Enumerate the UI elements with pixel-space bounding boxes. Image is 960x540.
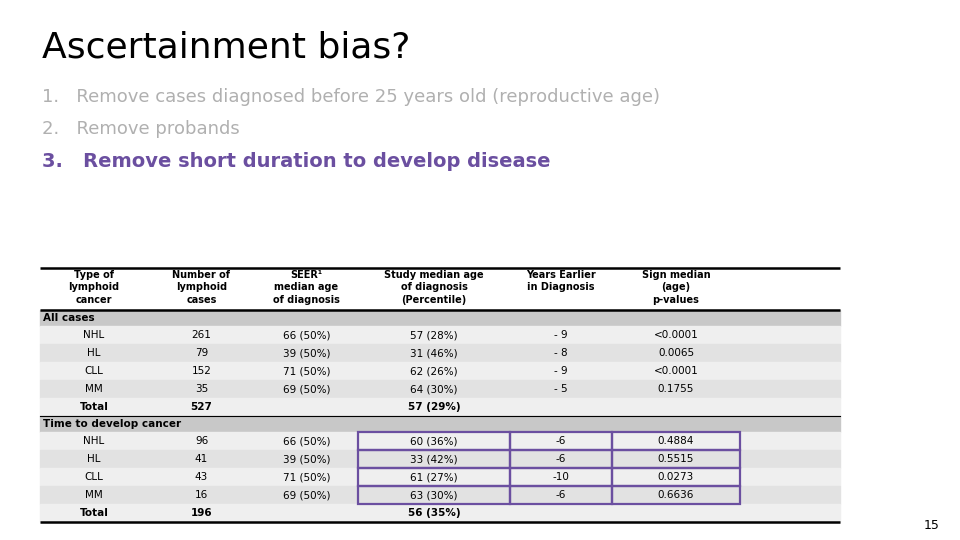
Text: CLL: CLL [84,472,104,482]
Bar [510,486,612,504]
Bar [40,398,840,416]
Text: Ascertainment bias?: Ascertainment bias? [42,30,410,64]
Text: 64 (30%): 64 (30%) [410,384,458,394]
Bar [612,486,740,504]
Text: 63 (30%): 63 (30%) [410,490,458,500]
Text: Type of
lymphoid
cancer: Type of lymphoid cancer [68,270,120,305]
Text: CLL: CLL [84,366,104,376]
Bar [510,450,612,468]
Text: 41: 41 [195,454,208,464]
Text: HL: HL [87,348,101,358]
Bar [40,468,840,486]
Text: 71 (50%): 71 (50%) [283,366,330,376]
Text: HL: HL [87,454,101,464]
Text: 39 (50%): 39 (50%) [283,454,330,464]
Text: 61 (27%): 61 (27%) [410,472,458,482]
Bar [510,468,612,486]
Bar [358,450,510,468]
Text: 16: 16 [195,490,208,500]
Bar [40,326,840,344]
Text: - 8: - 8 [554,348,567,358]
Text: - 9: - 9 [554,330,567,340]
Text: 0.0273: 0.0273 [658,472,694,482]
Text: Total: Total [80,508,108,518]
Text: 0.4884: 0.4884 [658,436,694,446]
Text: 39 (50%): 39 (50%) [283,348,330,358]
Text: 57 (28%): 57 (28%) [410,330,458,340]
Text: <0.0001: <0.0001 [654,366,698,376]
Text: 35: 35 [195,384,208,394]
Text: Years Earlier
in Diagnosis: Years Earlier in Diagnosis [526,270,596,292]
Text: Total: Total [80,402,108,412]
Text: 0.5515: 0.5515 [658,454,694,464]
Text: MM: MM [85,384,103,394]
Text: - 9: - 9 [554,366,567,376]
Text: 1.   Remove cases diagnosed before 25 years old (reproductive age): 1. Remove cases diagnosed before 25 year… [42,88,660,106]
Text: 3.   Remove short duration to develop disease: 3. Remove short duration to develop dise… [42,152,550,171]
Text: 56 (35%): 56 (35%) [408,508,460,518]
Text: - 5: - 5 [554,384,567,394]
Text: -6: -6 [556,490,566,500]
Bar [358,468,510,486]
Bar [40,380,840,398]
Text: 261: 261 [192,330,211,340]
Text: 2.   Remove probands: 2. Remove probands [42,120,240,138]
Bar [40,504,840,522]
Bar [40,432,840,450]
Text: Study median age
of diagnosis
(Percentile): Study median age of diagnosis (Percentil… [384,270,484,305]
Text: 60 (36%): 60 (36%) [410,436,458,446]
Text: 69 (50%): 69 (50%) [283,490,330,500]
Text: Number of
lymphoid
cases: Number of lymphoid cases [173,270,230,305]
Text: 152: 152 [192,366,211,376]
Text: 0.0065: 0.0065 [658,348,694,358]
Bar [40,450,840,468]
Text: 527: 527 [191,402,212,412]
Bar [612,450,740,468]
Text: 62 (26%): 62 (26%) [410,366,458,376]
Text: 66 (50%): 66 (50%) [283,436,330,446]
Bar [40,310,840,326]
Text: 69 (50%): 69 (50%) [283,384,330,394]
Text: Sign median
(age)
p-values: Sign median (age) p-values [641,270,710,305]
Text: 15: 15 [924,519,940,532]
Bar [358,486,510,504]
Bar [40,344,840,362]
Text: 43: 43 [195,472,208,482]
Text: -6: -6 [556,436,566,446]
Text: 0.1755: 0.1755 [658,384,694,394]
Text: Time to develop cancer: Time to develop cancer [43,419,181,429]
Bar [40,416,840,432]
Text: -6: -6 [556,454,566,464]
Text: 71 (50%): 71 (50%) [283,472,330,482]
Bar [40,486,840,504]
Text: 57 (29%): 57 (29%) [408,402,460,412]
Text: <0.0001: <0.0001 [654,330,698,340]
Text: 66 (50%): 66 (50%) [283,330,330,340]
Text: 0.6636: 0.6636 [658,490,694,500]
Bar [510,432,612,450]
Text: 96: 96 [195,436,208,446]
Text: NHL: NHL [84,330,105,340]
Text: NHL: NHL [84,436,105,446]
Text: -10: -10 [553,472,569,482]
Bar [358,432,510,450]
Text: 33 (42%): 33 (42%) [410,454,458,464]
Text: All cases: All cases [43,313,95,323]
Bar [612,432,740,450]
Text: SEER¹
median age
of diagnosis: SEER¹ median age of diagnosis [273,270,340,305]
Text: 31 (46%): 31 (46%) [410,348,458,358]
Text: 79: 79 [195,348,208,358]
Bar [40,362,840,380]
Bar [612,468,740,486]
Text: 196: 196 [191,508,212,518]
Text: MM: MM [85,490,103,500]
